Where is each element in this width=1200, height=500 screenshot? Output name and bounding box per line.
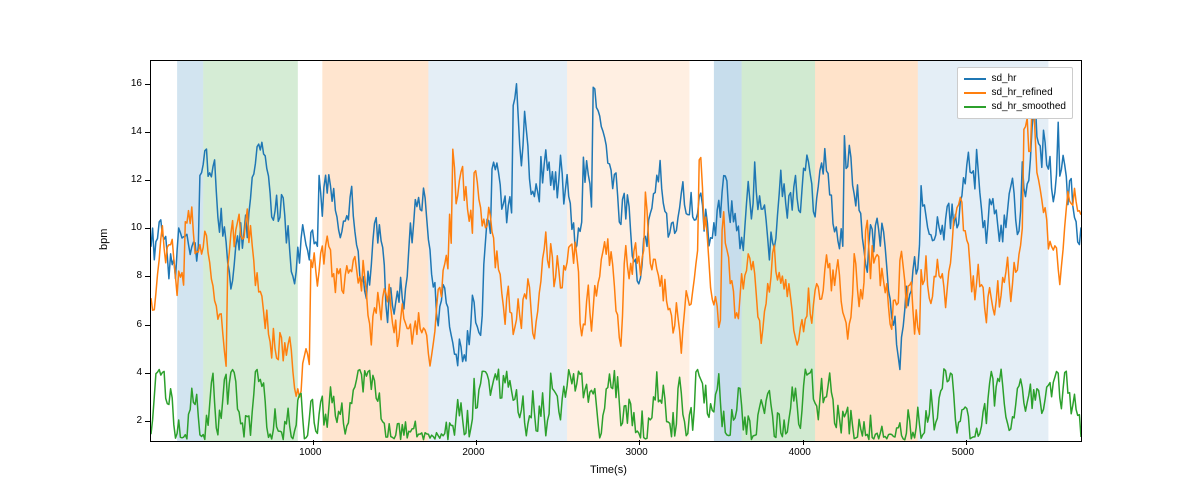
legend-swatch-0	[964, 78, 986, 80]
y-tick-label: 4	[122, 367, 142, 378]
y-tick-mark	[145, 84, 150, 85]
x-tick-label: 1000	[299, 447, 321, 458]
hr-chart: sd_hr sd_hr_refined sd_hr_smoothed Time(…	[0, 0, 1200, 500]
y-tick-label: 14	[122, 126, 142, 137]
x-tick-mark	[639, 440, 640, 445]
region	[567, 61, 689, 441]
y-axis-label: bpm	[98, 229, 110, 250]
y-tick-mark	[145, 373, 150, 374]
legend-swatch-2	[964, 106, 986, 108]
y-tick-label: 8	[122, 270, 142, 281]
region	[203, 61, 298, 441]
x-axis-label: Time(s)	[590, 464, 627, 476]
legend-label-0: sd_hr	[992, 72, 1017, 86]
x-tick-mark	[966, 440, 967, 445]
y-tick-mark	[145, 180, 150, 181]
y-tick-label: 16	[122, 78, 142, 89]
y-tick-mark	[145, 228, 150, 229]
y-tick-label: 6	[122, 319, 142, 330]
x-tick-mark	[476, 440, 477, 445]
legend-swatch-1	[964, 92, 986, 94]
x-tick-mark	[313, 440, 314, 445]
plot-area: sd_hr sd_hr_refined sd_hr_smoothed	[150, 60, 1082, 442]
y-tick-label: 12	[122, 174, 142, 185]
legend: sd_hr sd_hr_refined sd_hr_smoothed	[957, 67, 1074, 119]
x-tick-label: 3000	[625, 447, 647, 458]
x-tick-label: 4000	[789, 447, 811, 458]
y-tick-label: 2	[122, 415, 142, 426]
legend-item-sd-hr-smoothed: sd_hr_smoothed	[964, 100, 1067, 114]
x-tick-label: 5000	[952, 447, 974, 458]
plot-svg	[151, 61, 1081, 441]
legend-label-2: sd_hr_smoothed	[992, 100, 1067, 114]
legend-item-sd-hr-refined: sd_hr_refined	[964, 86, 1067, 100]
y-tick-mark	[145, 276, 150, 277]
x-tick-mark	[803, 440, 804, 445]
y-tick-mark	[145, 421, 150, 422]
legend-item-sd-hr: sd_hr	[964, 72, 1067, 86]
legend-label-1: sd_hr_refined	[992, 86, 1053, 100]
y-tick-mark	[145, 325, 150, 326]
y-tick-label: 10	[122, 222, 142, 233]
x-tick-label: 2000	[462, 447, 484, 458]
y-tick-mark	[145, 132, 150, 133]
